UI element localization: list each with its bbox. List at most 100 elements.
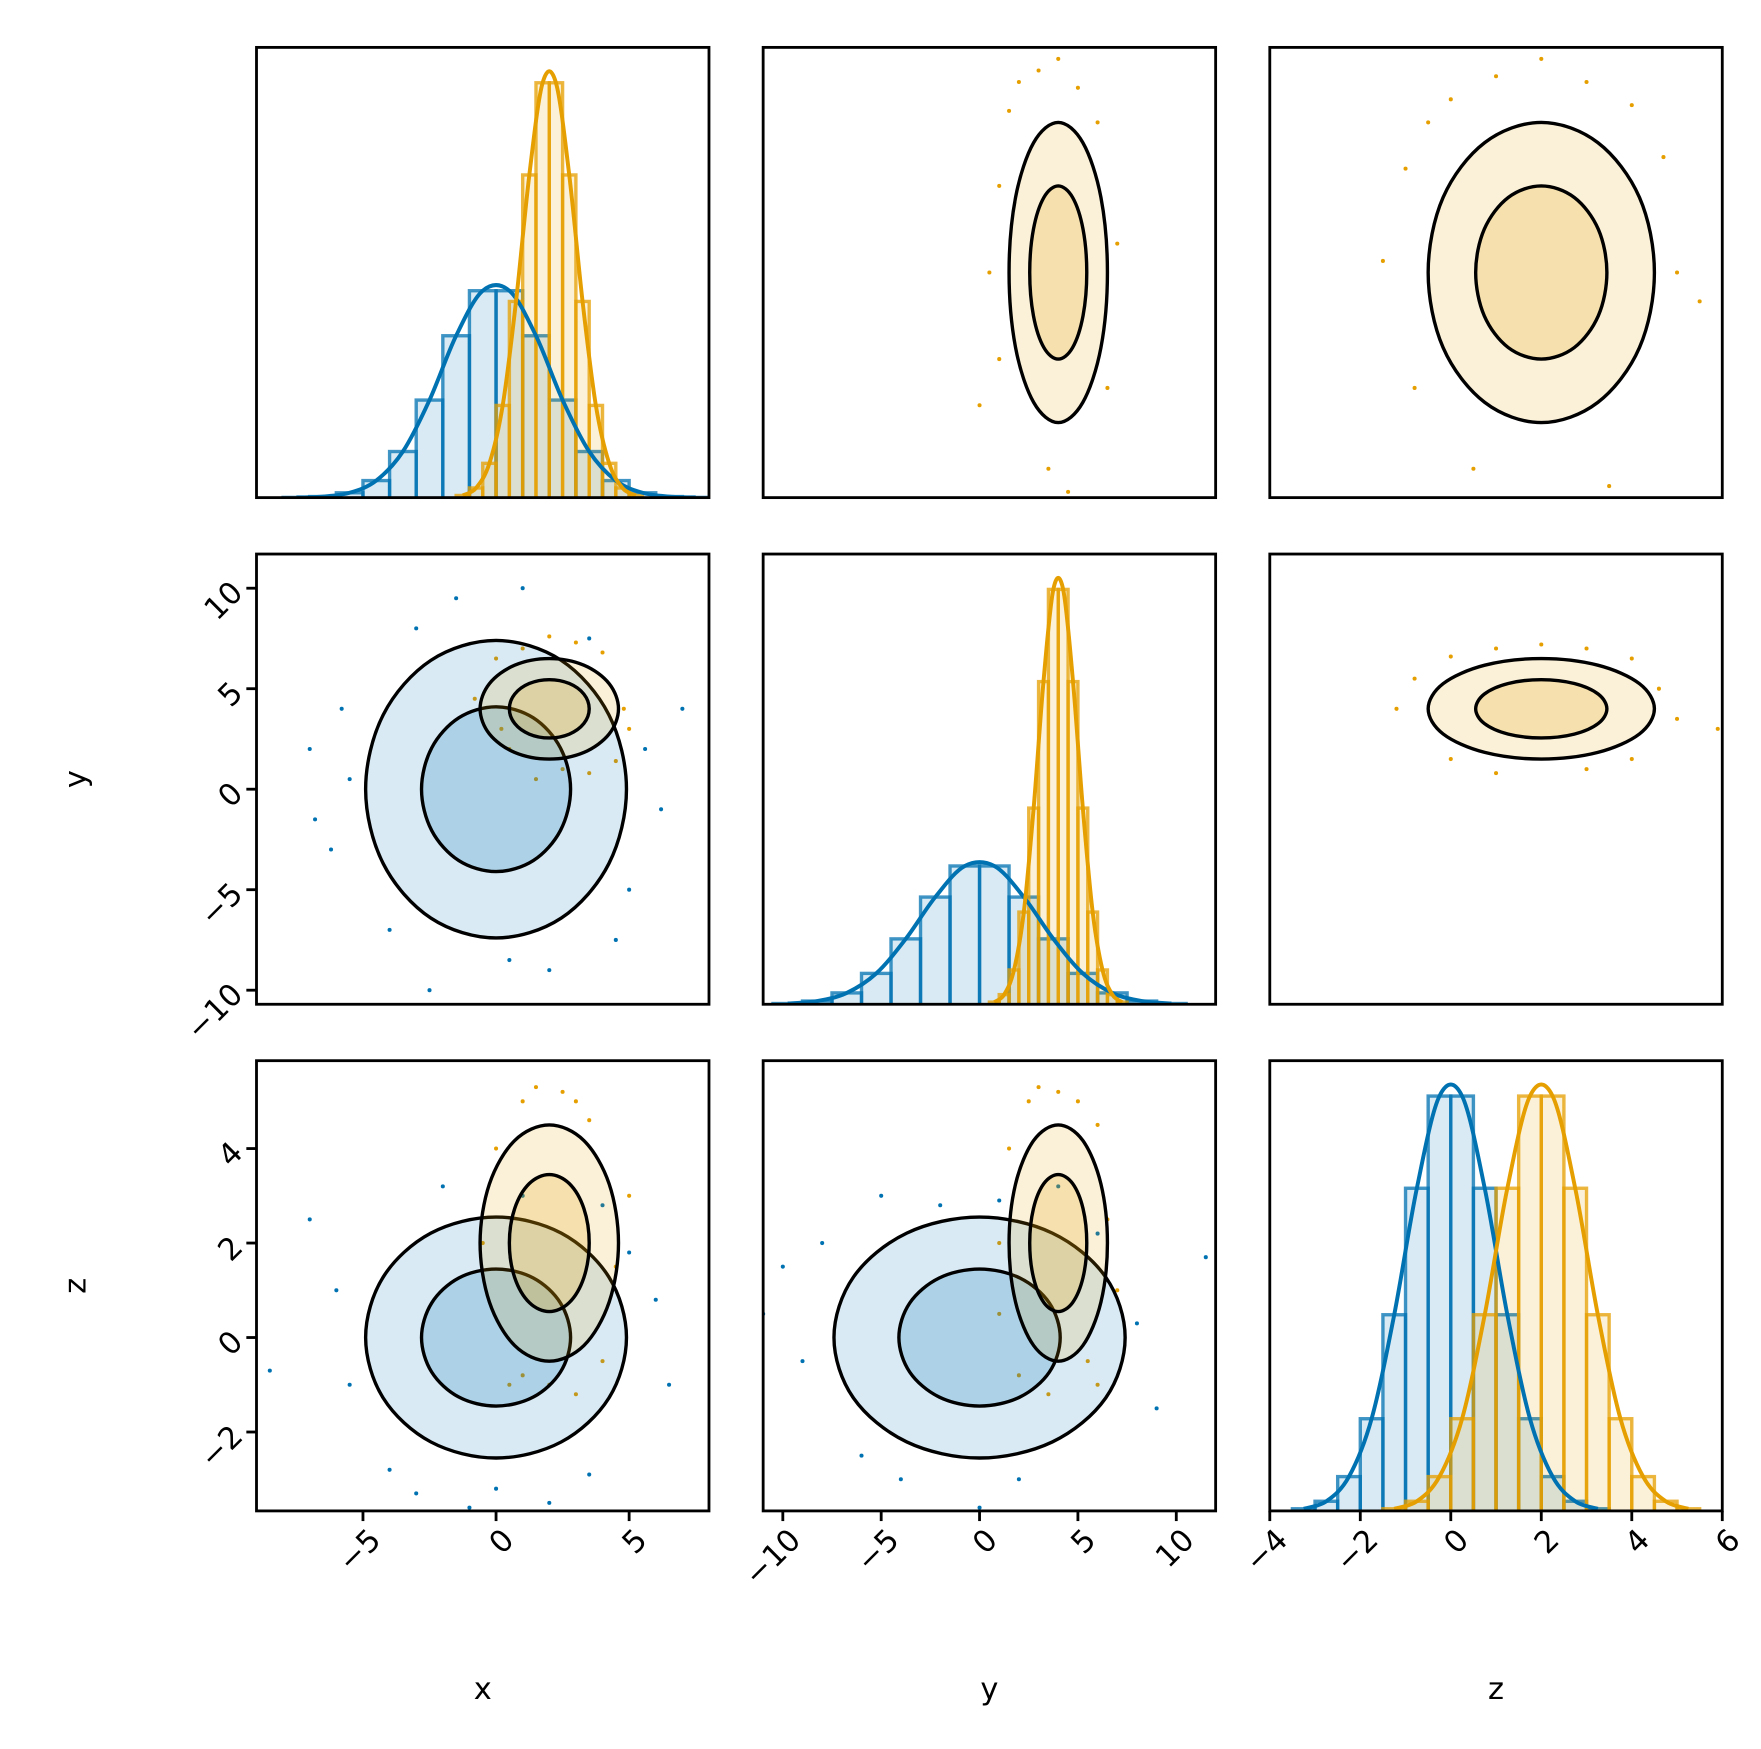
x-tick-label: 0 — [1438, 1523, 1476, 1561]
point — [499, 726, 504, 731]
point — [560, 767, 565, 772]
contour — [478, 656, 621, 761]
point — [613, 759, 618, 764]
point — [1056, 1184, 1061, 1189]
point — [573, 1392, 578, 1397]
hist-bar — [1335, 1474, 1362, 1511]
point — [600, 1359, 605, 1364]
y-axis-label: y — [59, 770, 94, 788]
point — [898, 1477, 903, 1482]
point — [997, 357, 1002, 362]
density-line — [461, 69, 637, 498]
point — [997, 183, 1002, 188]
point — [1629, 656, 1634, 661]
point — [1380, 258, 1385, 263]
contour — [507, 1172, 591, 1314]
point — [1085, 1359, 1090, 1364]
hist-bar — [1358, 1417, 1385, 1511]
point — [780, 1264, 785, 1269]
point — [1095, 1231, 1100, 1236]
panel-frame — [1268, 1059, 1724, 1513]
point — [427, 988, 432, 993]
hist-bar — [387, 449, 418, 498]
x-axis-label: z — [1488, 1672, 1504, 1707]
contour — [832, 1215, 1127, 1460]
contour — [363, 1215, 629, 1460]
point — [820, 1241, 825, 1246]
panel — [977, 56, 1120, 494]
point — [547, 634, 552, 639]
point — [1448, 654, 1453, 659]
point — [1056, 1089, 1061, 1094]
point — [1026, 1099, 1031, 1104]
contour — [1007, 1123, 1110, 1363]
point — [659, 807, 664, 812]
point — [507, 958, 512, 963]
contour — [1028, 184, 1089, 361]
point — [414, 1491, 419, 1496]
x-tick-label: −5 — [332, 1523, 389, 1580]
point — [1056, 56, 1061, 61]
point — [1471, 466, 1476, 471]
point — [600, 1203, 605, 1208]
point — [1539, 56, 1544, 61]
x-tick-label: −5 — [850, 1523, 907, 1580]
point — [307, 746, 312, 752]
panel-frame — [255, 45, 711, 500]
panel-frame — [255, 1059, 711, 1513]
point — [1075, 1099, 1080, 1104]
point — [1661, 155, 1666, 160]
point — [1036, 1085, 1041, 1090]
point — [533, 1085, 539, 1090]
point — [339, 706, 344, 711]
point — [520, 1099, 525, 1104]
point — [1046, 466, 1051, 471]
x-axis-label: x — [474, 1672, 492, 1707]
point — [520, 646, 525, 651]
point — [859, 1453, 864, 1458]
x-tick-label: 5 — [1065, 1523, 1103, 1561]
point — [997, 1311, 1002, 1316]
point — [1095, 120, 1100, 125]
point — [1494, 74, 1499, 79]
point — [533, 777, 539, 782]
point — [1007, 1146, 1012, 1151]
contour — [478, 1123, 621, 1363]
point — [1448, 757, 1453, 762]
point — [627, 726, 632, 731]
x-tick-label: 10 — [1149, 1523, 1201, 1575]
point — [1584, 767, 1589, 772]
point — [627, 1250, 632, 1255]
point — [1629, 757, 1634, 762]
contour — [1473, 677, 1609, 740]
point — [387, 1467, 392, 1472]
y-tick-label: 2 — [212, 1230, 250, 1268]
contour — [1426, 656, 1657, 761]
point — [1412, 676, 1417, 681]
point — [334, 1288, 339, 1293]
point — [467, 1505, 472, 1510]
point — [1403, 166, 1408, 171]
point — [347, 1382, 352, 1387]
panel-frame — [761, 45, 1218, 500]
hist-bar — [859, 971, 893, 1005]
y-tick-label: 4 — [212, 1135, 250, 1173]
contour — [507, 677, 591, 740]
point — [1426, 120, 1431, 125]
panel — [1394, 642, 1720, 776]
x-tick-label: −2 — [1329, 1523, 1386, 1580]
contour — [1426, 120, 1657, 425]
point — [587, 636, 592, 641]
point — [347, 777, 352, 782]
point — [1016, 79, 1021, 85]
point — [1539, 642, 1544, 647]
point — [1115, 1288, 1120, 1293]
point — [1095, 1122, 1100, 1127]
hist-bar — [977, 864, 1011, 1005]
point — [1715, 726, 1720, 731]
point — [387, 927, 392, 932]
point — [1154, 1406, 1159, 1411]
point — [1674, 716, 1680, 721]
hist-bar — [1607, 1417, 1634, 1511]
